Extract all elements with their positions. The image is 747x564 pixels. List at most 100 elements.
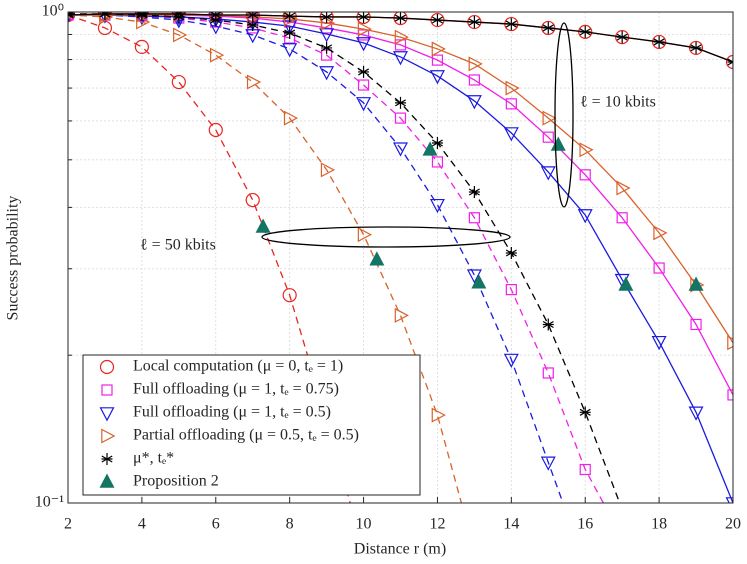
marker bbox=[688, 40, 704, 56]
marker bbox=[357, 21, 372, 37]
annotation: ℓ = 10 kbits bbox=[580, 94, 656, 111]
marker bbox=[99, 12, 111, 20]
marker bbox=[505, 98, 517, 110]
x-tick-label: 14 bbox=[503, 516, 519, 533]
marker bbox=[171, 12, 186, 26]
marker bbox=[319, 28, 335, 43]
marker bbox=[134, 39, 149, 55]
annotation-ellipse bbox=[261, 226, 511, 248]
legend-label: Full offloading (μ = 1, tₑ = 0.75) bbox=[133, 381, 339, 398]
marker bbox=[136, 14, 151, 30]
marker bbox=[247, 18, 259, 31]
marker bbox=[357, 227, 372, 243]
marker bbox=[690, 41, 702, 54]
marker bbox=[542, 110, 557, 126]
y-tick-label: 10⁰ bbox=[42, 3, 64, 20]
legend-marker bbox=[101, 453, 113, 465]
x-tick-label: 6 bbox=[212, 516, 220, 533]
marker bbox=[210, 14, 222, 27]
marker bbox=[173, 12, 188, 23]
marker bbox=[579, 559, 592, 564]
marker bbox=[617, 533, 627, 543]
marker bbox=[358, 65, 370, 78]
marker bbox=[246, 74, 262, 90]
marker bbox=[505, 18, 517, 31]
x-tick-label: 16 bbox=[577, 516, 593, 533]
legend-marker bbox=[99, 473, 115, 488]
marker bbox=[393, 142, 408, 157]
marker bbox=[542, 21, 554, 34]
marker bbox=[618, 276, 634, 291]
marker bbox=[321, 41, 333, 54]
x-tick-label: 4 bbox=[138, 516, 146, 533]
marker bbox=[429, 198, 445, 214]
x-tick-label: 8 bbox=[286, 516, 294, 533]
marker bbox=[616, 212, 628, 224]
marker bbox=[653, 262, 665, 274]
marker bbox=[616, 31, 628, 44]
legend-label: Full offloading (μ = 1, tₑ = 0.5) bbox=[133, 404, 331, 421]
marker bbox=[136, 12, 148, 22]
line bbox=[68, 13, 564, 503]
x-tick-label: 12 bbox=[429, 516, 445, 533]
marker bbox=[431, 14, 443, 27]
marker bbox=[431, 156, 444, 168]
marker bbox=[579, 169, 591, 181]
ticks: 2 4 6 8 10 12 14 16 18 20 10⁻¹ 10⁰ bbox=[35, 3, 741, 533]
legend-marker bbox=[101, 384, 113, 396]
y-axis-label: Success probability bbox=[5, 196, 22, 321]
marker bbox=[466, 269, 482, 284]
marker bbox=[468, 74, 480, 86]
marker bbox=[652, 34, 667, 50]
marker bbox=[245, 192, 260, 208]
marker bbox=[727, 335, 733, 351]
marker bbox=[468, 185, 480, 198]
marker bbox=[579, 25, 591, 38]
marker bbox=[503, 353, 519, 368]
marker bbox=[282, 43, 298, 58]
marker bbox=[577, 209, 593, 224]
marker bbox=[688, 276, 704, 291]
legend-label: Partial offloading (μ = 0.5, tₑ = 0.5) bbox=[133, 427, 359, 444]
axes-box bbox=[67, 11, 734, 504]
marker bbox=[688, 406, 704, 421]
y-tick-label: 10⁻¹ bbox=[35, 494, 64, 511]
line bbox=[68, 13, 621, 503]
annotation-ellipse bbox=[554, 22, 574, 208]
marker bbox=[541, 20, 556, 36]
marker bbox=[356, 37, 372, 52]
marker bbox=[395, 12, 406, 25]
line bbox=[68, 13, 605, 503]
marker bbox=[255, 218, 271, 233]
marker bbox=[320, 162, 336, 178]
marker bbox=[540, 166, 556, 181]
x-axis-label: Distance r (m) bbox=[354, 541, 446, 558]
marker bbox=[471, 274, 487, 289]
marker bbox=[505, 246, 517, 259]
marker bbox=[651, 335, 667, 351]
marker bbox=[542, 318, 554, 331]
marker bbox=[319, 66, 335, 81]
marker bbox=[208, 122, 223, 138]
marker bbox=[395, 96, 406, 109]
marker bbox=[653, 35, 665, 48]
annotation: ℓ = 50 kbits bbox=[140, 237, 216, 254]
marker bbox=[357, 79, 370, 91]
marker bbox=[282, 288, 297, 303]
marker bbox=[616, 180, 631, 196]
marker bbox=[320, 15, 336, 31]
marker bbox=[429, 70, 445, 85]
marker bbox=[284, 27, 296, 40]
marker bbox=[542, 367, 554, 379]
marker bbox=[727, 389, 733, 401]
marker bbox=[394, 39, 407, 51]
marker bbox=[171, 74, 186, 90]
line bbox=[68, 14, 463, 503]
marker bbox=[503, 127, 519, 142]
marker bbox=[283, 110, 299, 126]
marker bbox=[505, 80, 520, 96]
marker bbox=[505, 284, 517, 296]
marker bbox=[369, 251, 385, 266]
legend-marker bbox=[101, 428, 116, 444]
